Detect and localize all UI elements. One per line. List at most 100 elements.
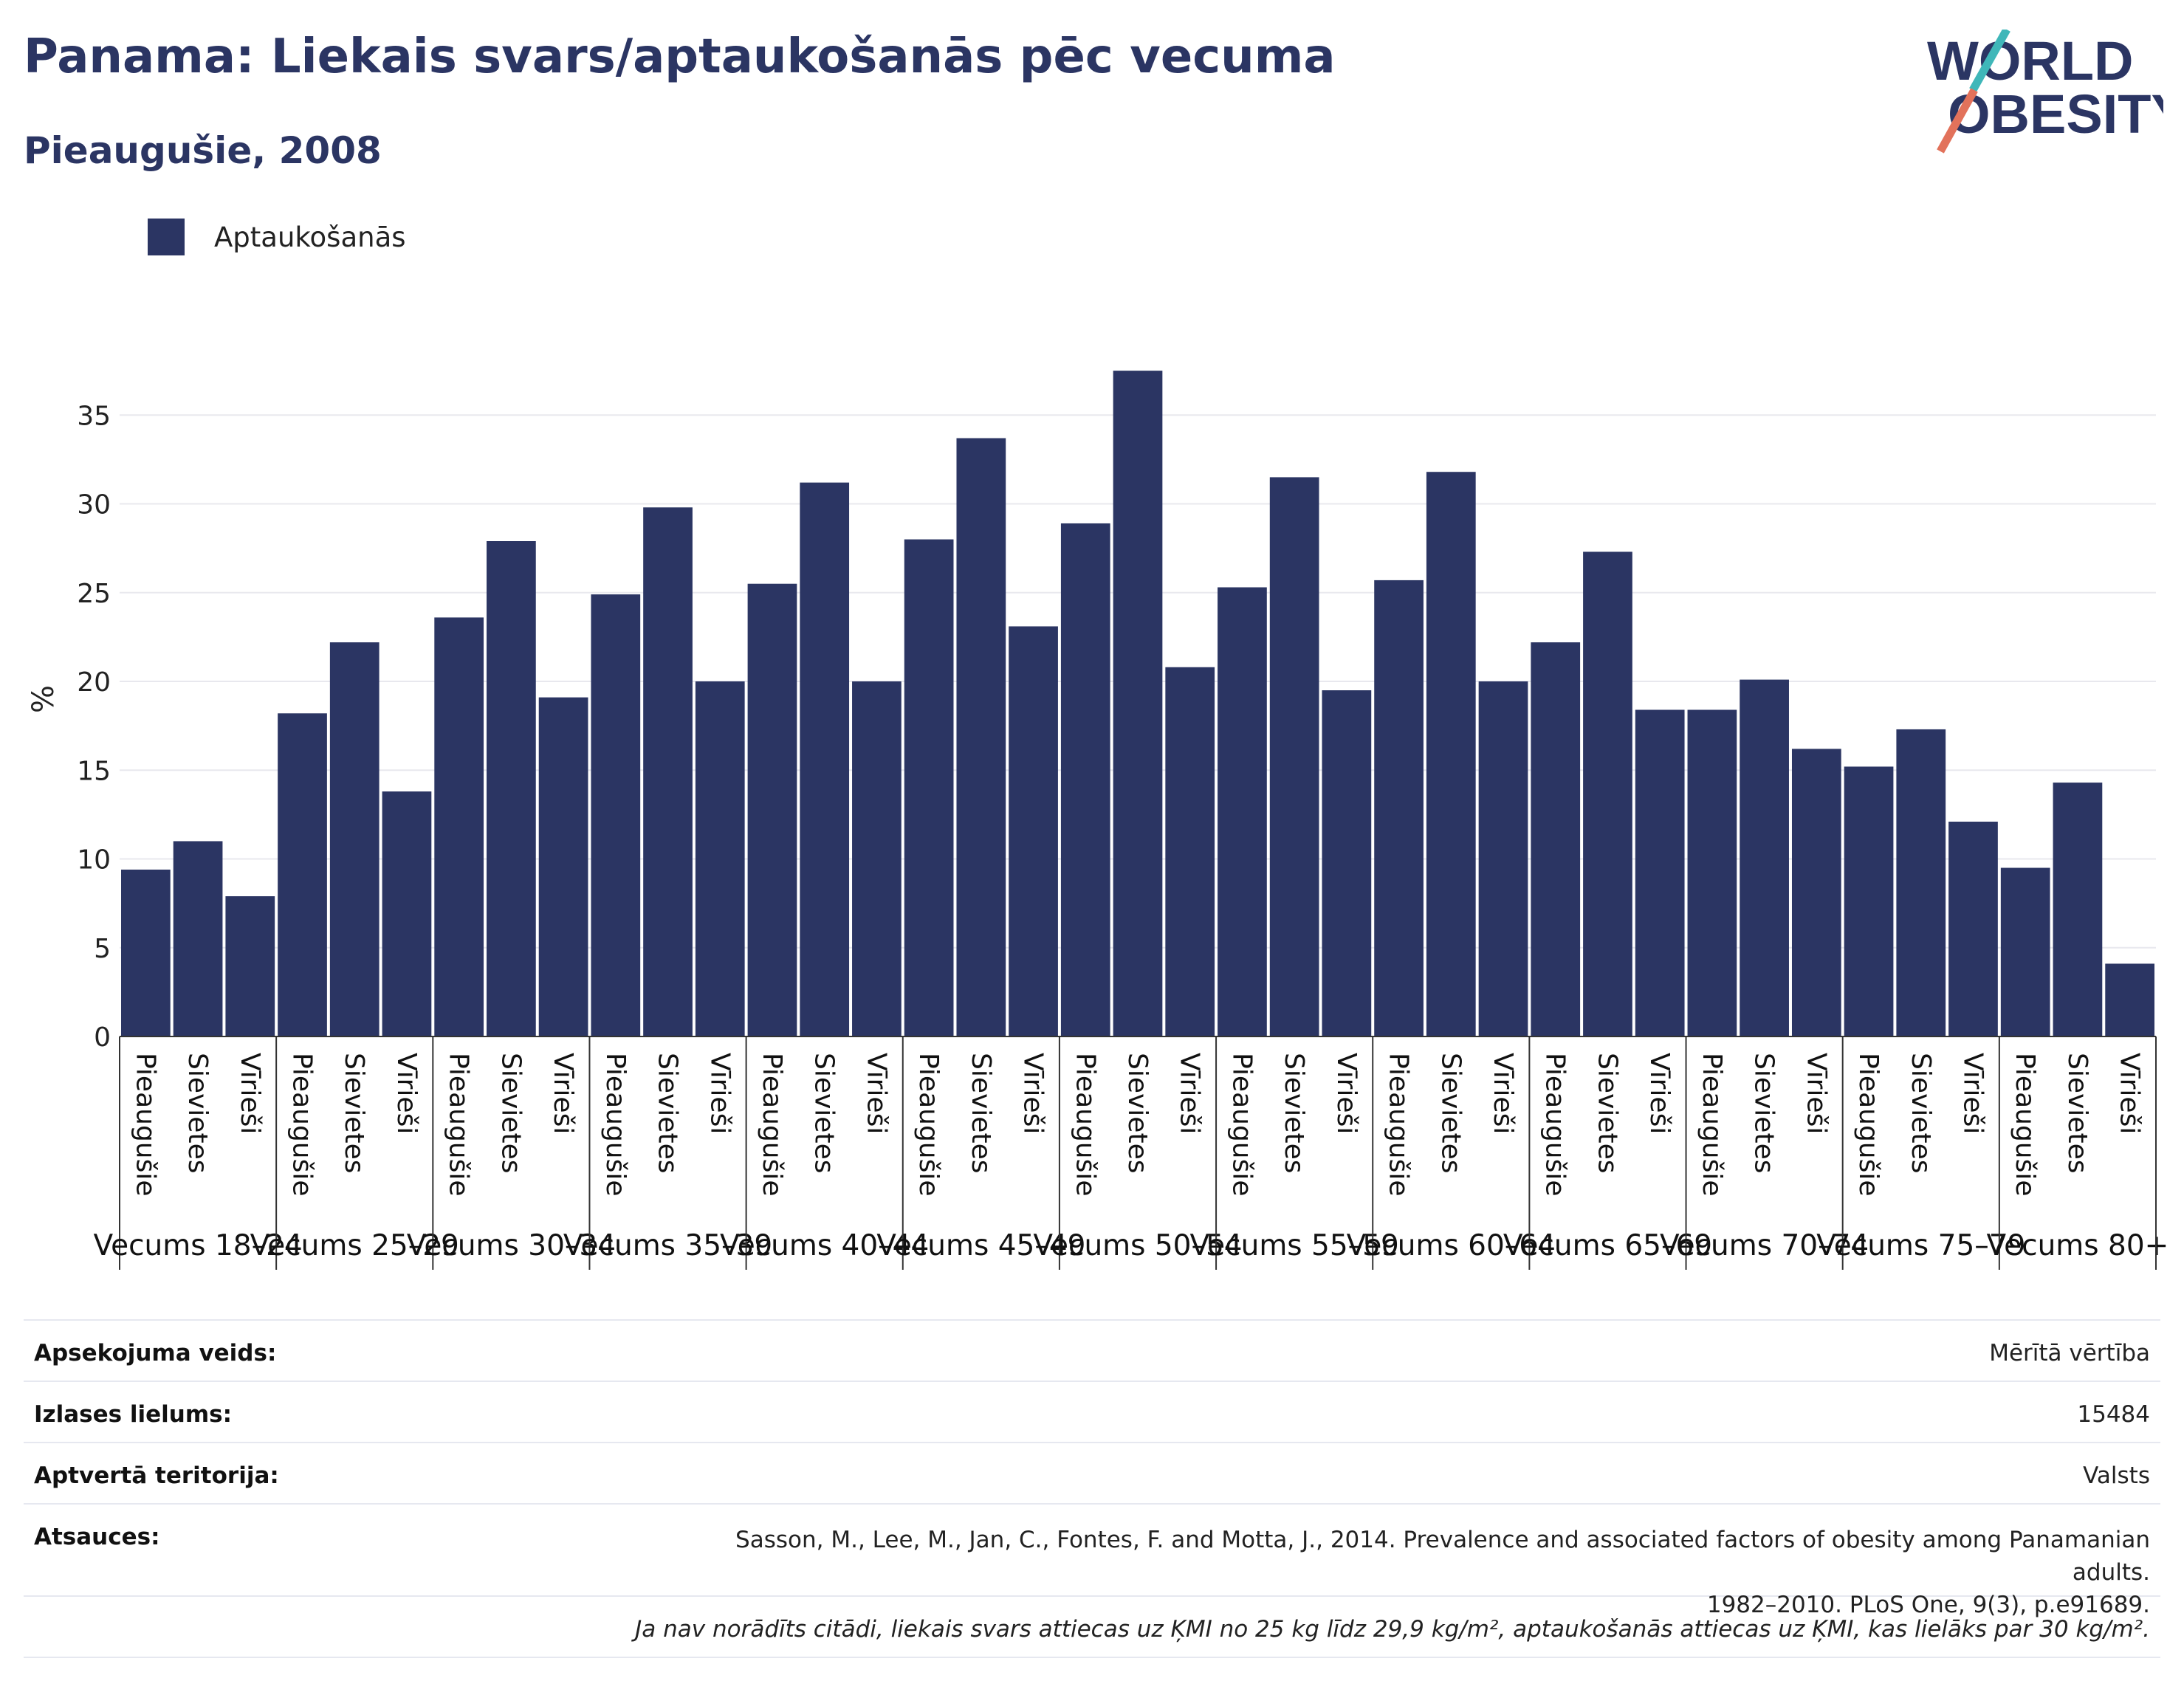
bar [1844,766,1894,1036]
group-label: Vecums 60–64 [1347,1229,1556,1262]
bar [1478,681,1528,1036]
meta-row-references: Atsauces: Sasson, M., Lee, M., Jan, C., … [24,1503,2160,1618]
bar [1113,371,1163,1036]
meta-row-note: Ja nav norādīts citādi, liekais svars at… [24,1595,2160,1657]
world-obesity-logo: WORLD OBESITY [1927,30,2163,154]
y-tick-label: 25 [77,579,111,609]
x-tick-label: Pieaugušie [913,1053,944,1197]
meta-row-coverage: Aptvertā teritorija: Valsts [24,1442,2160,1503]
meta-key: Atsauces: [34,1524,160,1550]
x-tick-label: Pieaugušie [130,1053,160,1197]
bar [1218,587,1267,1036]
bar [1531,642,1581,1036]
x-tick-label: Sievietes [809,1053,839,1173]
x-tick-label: Sievietes [2062,1053,2092,1173]
x-tick-label: Pieaugušie [757,1053,787,1197]
x-tick-label: Vīrieši [1957,1053,1988,1134]
logo-slash-teal [1969,30,2010,92]
y-tick-label: 10 [77,845,111,876]
chart-legend: Aptaukošanās [148,219,406,255]
bar [329,642,380,1036]
group-label: Vecums 50–54 [1033,1229,1242,1262]
meta-row-sample-size: Izlases lielums: 15484 [24,1381,2160,1442]
x-tick-label: Sievietes [653,1053,683,1173]
bar [1322,690,1372,1036]
page-title: Panama: Liekais svars/aptaukošanās pēc v… [24,30,1336,84]
x-tick-label: Vīrieši [2115,1053,2145,1134]
bar [487,541,536,1036]
meta-key: Izlases lielums: [34,1401,232,1428]
x-tick-label: Pieaugušie [1540,1053,1570,1197]
x-tick-label: Vīrieši [548,1053,578,1134]
y-tick-label: 0 [94,1022,111,1053]
legend-swatch [148,219,185,255]
x-tick-label: Sievietes [1749,1053,1779,1173]
meta-value: 15484 [2077,1401,2150,1428]
bar [1740,679,1789,1036]
meta-value: Mērītā vērtība [1989,1340,2150,1366]
bar [173,841,223,1036]
meta-row-survey-type: Apsekojuma veids: Mērītā vērtība [24,1319,2160,1381]
reference-line-1: Sasson, M., Lee, M., Jan, C., Fontes, F.… [735,1527,2150,1586]
bar [1948,821,1998,1036]
bar [2105,963,2154,1036]
x-tick-label: Sievietes [495,1053,526,1173]
bar [747,583,797,1036]
logo-line1: WORLD [1927,30,2134,92]
x-tick-label: Pieaugušie [1226,1053,1257,1197]
bar [1165,667,1215,1036]
x-tick-label: Pieaugušie [600,1053,631,1197]
bar [956,438,1006,1036]
bar [2000,867,2050,1036]
group-label: Vecums 45–49 [876,1229,1085,1262]
meta-key: Apsekojuma veids: [34,1340,277,1366]
bar [1009,626,1058,1036]
x-tick-label: Sievietes [182,1053,213,1173]
x-tick-label: Vīrieši [235,1053,265,1134]
x-tick-label: Vīrieši [1488,1053,1518,1134]
x-tick-label: Pieaugušie [1697,1053,1727,1197]
bar [434,617,484,1036]
x-tick-label: Pieaugušie [2010,1053,2040,1197]
logo-line2: OBESITY [1948,83,2163,145]
footnote: Ja nav norādīts citādi, liekais svars at… [635,1616,2150,1643]
bar [121,869,171,1036]
group-label: Vecums 70–74 [1660,1229,1869,1262]
bar [1269,477,1319,1036]
x-tick-label: Vīrieši [1644,1053,1675,1134]
group-label: Vecums 35–39 [563,1229,772,1262]
x-tick-label: Pieaugušie [1384,1053,1414,1197]
x-tick-label: Vīrieši [1331,1053,1361,1134]
x-tick-label: Vīrieši [1018,1053,1048,1134]
x-tick-label: Vīrieši [1801,1053,1831,1134]
bar [225,896,275,1036]
meta-end-divider [24,1657,2160,1658]
bar [1374,580,1424,1036]
x-tick-label: Sievietes [1122,1053,1153,1173]
bar [1583,551,1632,1036]
bar [1896,729,1946,1036]
metadata-table: Apsekojuma veids: Mērītā vērtība Izlases… [24,1319,2160,1658]
legend-label: Aptaukošanās [214,221,406,253]
y-tick-label: 30 [77,490,111,520]
bar [800,482,850,1036]
x-tick-label: Sievietes [1435,1053,1466,1173]
x-tick-label: Pieaugušie [444,1053,474,1197]
meta-key: Aptvertā teritorija: [34,1462,279,1489]
bar [1791,749,1841,1036]
x-tick-label: Vīrieši [1175,1053,1205,1134]
reference-line-2: 1982–2010. PLoS One, 9(3), p.e91689. [1706,1592,2150,1618]
bar [591,594,641,1036]
group-label: Vecums 30–34 [407,1229,616,1262]
group-label: Vecums 18–24 [93,1229,302,1262]
x-tick-label: Pieaugušie [287,1053,317,1197]
logo-slash-coral [1937,88,1978,154]
x-tick-label: Pieaugušie [1070,1053,1100,1197]
x-tick-label: Sievietes [966,1053,996,1173]
y-tick-label: 35 [77,401,111,431]
y-tick-label: 5 [94,934,111,964]
x-tick-label: Vīrieši [704,1053,735,1134]
x-tick-label: Vīrieši [391,1053,422,1134]
page-subtitle: Pieaugušie, 2008 [24,129,382,172]
bar [904,539,954,1036]
